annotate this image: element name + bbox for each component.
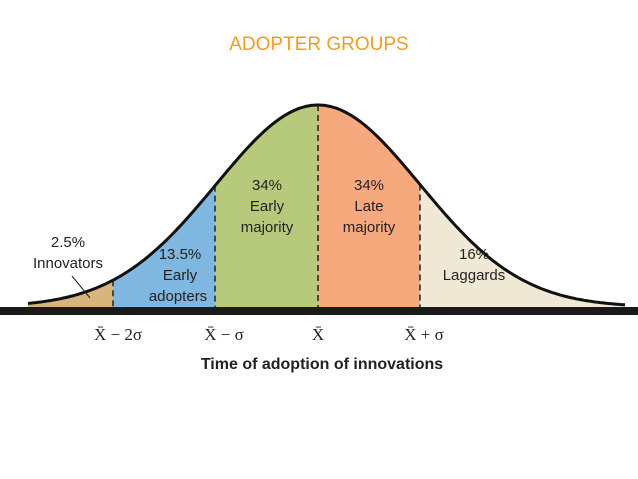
axis-label: X̄ − 2σ — [94, 325, 142, 344]
segment-label: Laggards — [443, 267, 506, 284]
axis-label: X̄ — [312, 325, 324, 344]
segment-label: Late — [354, 198, 383, 215]
segment-label: majority — [343, 219, 396, 236]
segment-label: Innovators — [33, 255, 103, 272]
segment-percent: 34% — [354, 177, 384, 194]
segment-percent: 2.5% — [51, 234, 85, 251]
axis-title: Time of adoption of innovations — [201, 356, 443, 373]
segment-percent: 13.5% — [159, 246, 202, 263]
segment-label: majority — [241, 219, 294, 236]
axis-label: X̄ − σ — [204, 325, 244, 344]
segment-fill — [420, 184, 625, 307]
bell-curve — [27, 103, 625, 307]
axis-label: X̄ + σ — [404, 325, 444, 344]
segment-percent: 16% — [459, 246, 489, 263]
segment-label: Early — [250, 198, 285, 215]
baseline — [0, 307, 638, 315]
segment-label: adopters — [149, 288, 207, 305]
leader-line — [71, 275, 91, 299]
segment-label: Early — [163, 267, 198, 284]
segment-percent: 34% — [252, 177, 282, 194]
title: ADOPTER GROUPS — [229, 34, 408, 55]
segment-fill — [28, 280, 113, 307]
